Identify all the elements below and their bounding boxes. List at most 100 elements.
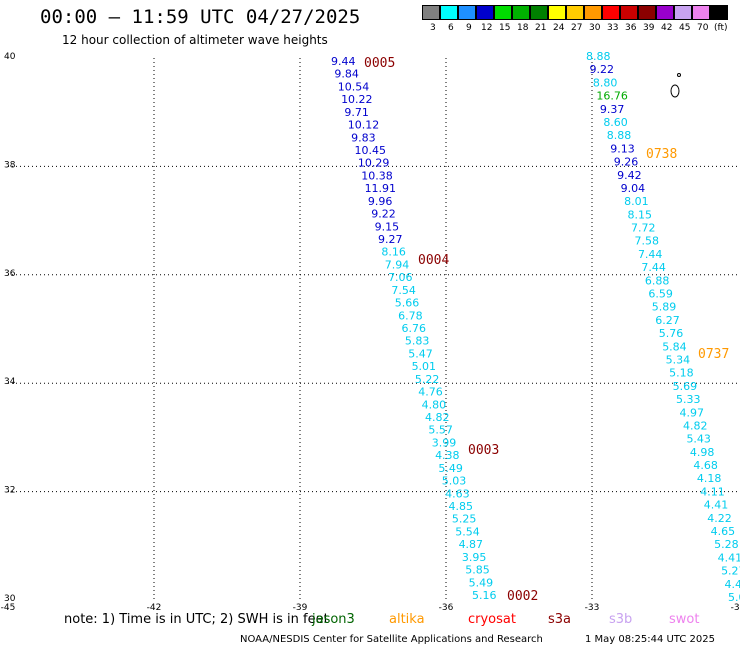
legend-swatch: [530, 5, 548, 20]
legend-swatch: [566, 5, 584, 20]
legend-label: 42: [661, 23, 673, 33]
legend-label: 30: [589, 23, 601, 33]
swh-value-track-b: 5.43: [686, 433, 711, 446]
swh-value-track-a: 11.91: [365, 182, 397, 195]
legend-label: 15: [499, 23, 511, 33]
swh-value-track-a: 5.54: [455, 525, 480, 538]
swh-value-track-a: 8.16: [381, 246, 406, 259]
swh-value-track-b: 5.27: [721, 565, 740, 578]
lon-tick-label: -36: [439, 603, 454, 613]
swh-value-track-b: 9.22: [589, 63, 614, 76]
page-title: 00:00 — 11:59 UTC 04/27/2025: [40, 6, 361, 28]
axis-tick-labels: -45 -42 -39 -36 -33 -30 40 38 36 34 32 30: [1, 52, 740, 613]
legend-label: 21: [535, 23, 547, 33]
swh-value-track-b: 5.76: [659, 327, 684, 340]
swh-value-track-a: 5.85: [465, 564, 490, 577]
lon-tick-label: -45: [1, 603, 16, 613]
swh-value-track-a: 10.29: [358, 157, 390, 170]
swh-value-track-a: 3.99: [432, 436, 457, 449]
track-time-label: 0004: [418, 253, 449, 268]
wave-height-observations: 9.449.8410.5410.229.7110.129.8310.4510.2…: [331, 50, 740, 604]
swh-value-track-a: 9.96: [368, 195, 393, 208]
legend-swatch: [602, 5, 620, 20]
legend-label: 70: [697, 23, 709, 33]
islet-shape: [677, 73, 681, 77]
swh-value-track-a: 7.94: [385, 258, 410, 271]
swh-value-track-b: 7.44: [638, 248, 663, 261]
legend-swatch: [494, 5, 512, 20]
swh-value-track-b: 7.72: [631, 222, 656, 235]
note-text: note: 1) Time is in UTC; 2) SWH is in fe…: [64, 612, 329, 627]
legend-swatch: [692, 5, 710, 20]
swh-value-track-a: 5.83: [405, 335, 430, 348]
swh-value-track-b: 6.27: [655, 314, 680, 327]
legend-swatch: [458, 5, 476, 20]
swh-value-track-b: 7.58: [634, 235, 659, 248]
lat-tick-label: 38: [4, 160, 16, 170]
legend-label: 3: [430, 23, 436, 33]
swh-value-track-b: 8.88: [586, 50, 611, 63]
satellite-altika: altika: [389, 612, 425, 627]
swh-value-track-a: 5.03: [442, 475, 467, 488]
swh-value-track-b: 4.82: [683, 419, 708, 432]
swh-value-track-b: 16.76: [596, 90, 628, 103]
legend-label: 6: [448, 23, 454, 33]
swh-value-track-a: 4.87: [459, 538, 484, 551]
island-outline: [670, 73, 681, 98]
swh-value-track-b: 5.69: [673, 380, 698, 393]
swh-value-track-a: 10.54: [338, 80, 370, 93]
swh-value-track-a: 5.01: [412, 360, 437, 373]
lon-tick-label: -39: [293, 603, 308, 613]
satellite-s3a: s3a: [548, 612, 572, 627]
legend-label: 12: [481, 23, 493, 33]
legend-unit: (ft): [714, 23, 728, 33]
swh-value-track-a: 5.66: [395, 297, 420, 310]
legend-label: 36: [625, 23, 637, 33]
swh-value-track-a: 9.84: [334, 68, 359, 81]
swh-value-track-b: 4.41: [718, 551, 740, 564]
swh-value-track-a: 9.15: [375, 220, 400, 233]
legend-label: 39: [643, 23, 655, 33]
island-shape: [670, 84, 680, 98]
legend-swatch: [584, 5, 602, 20]
track-time-label: 0737: [698, 347, 729, 362]
swh-value-track-a: 7.54: [391, 284, 416, 297]
swh-value-track-b: 4.11: [700, 485, 725, 498]
swh-value-track-a: 9.44: [331, 55, 356, 68]
legend-swatch: [674, 5, 692, 20]
swh-value-track-b: 8.15: [628, 208, 653, 221]
swh-value-track-b: 6.59: [648, 288, 673, 301]
swh-value-track-b: 5.34: [666, 353, 691, 366]
swh-value-track-a: 4.85: [449, 500, 474, 513]
swh-value-track-b: 9.26: [614, 156, 639, 169]
swh-value-track-b: 4.18: [697, 472, 722, 485]
swh-value-track-a: 9.71: [344, 106, 369, 119]
lat-tick-label: 32: [4, 486, 15, 496]
lat-tick-label: 34: [4, 377, 16, 387]
swh-value-track-a: 5.47: [408, 347, 433, 360]
swh-value-track-a: 9.22: [371, 208, 396, 221]
lat-tick-label: 30: [4, 594, 16, 604]
legend-label: 24: [553, 23, 565, 33]
legend-swatch: [476, 5, 494, 20]
legend-swatch: [638, 5, 656, 20]
legend-label: 27: [571, 23, 583, 33]
swh-value-track-b: 4.98: [690, 446, 715, 459]
swh-value-track-b: 8.80: [593, 76, 618, 89]
legend-swatch: [440, 5, 458, 20]
swh-value-track-a: 9.83: [351, 131, 376, 144]
swh-value-track-b: 4.41: [704, 499, 729, 512]
page-subtitle: 12 hour collection of altimeter wave hei…: [62, 33, 328, 47]
swh-value-track-a: 5.25: [452, 513, 477, 526]
legend-swatch: [710, 5, 728, 20]
swh-value-track-b: 4.22: [707, 512, 732, 525]
swh-value-track-b: 5.33: [676, 393, 701, 406]
legend-label: 9: [466, 23, 472, 33]
satellite-jason3: jason3: [312, 612, 355, 627]
legend-label: 33: [607, 23, 619, 33]
legend-swatch: [656, 5, 674, 20]
lat-tick-label: 40: [4, 52, 16, 62]
swh-value-track-a: 6.78: [398, 309, 423, 322]
swh-value-track-a: 5.22: [415, 373, 440, 386]
